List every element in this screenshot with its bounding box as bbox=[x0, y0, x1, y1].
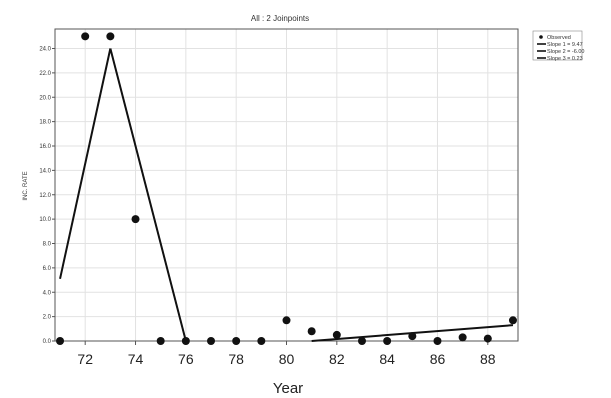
y-tick-label: 6.0 bbox=[43, 266, 52, 272]
observed-point bbox=[282, 316, 291, 325]
observed-point bbox=[383, 337, 392, 345]
x-axis-label: Year bbox=[273, 380, 303, 397]
observed-point bbox=[181, 337, 190, 345]
plot-area: 0.0 2.0 4.0 6.0 8.0 10.0 12.0 14.0 16.0 18.0 20.0 2… bbox=[39, 28, 519, 367]
legend-label-slope2: Slope 2 = -6.00 bbox=[547, 49, 584, 55]
observed-point bbox=[81, 32, 90, 41]
observed-points bbox=[56, 32, 517, 345]
x-tick-label: 72 bbox=[77, 351, 93, 367]
y-tick-label: 12.0 bbox=[39, 193, 51, 199]
observed-point bbox=[307, 327, 316, 336]
observed-point bbox=[232, 337, 241, 345]
legend-label-slope3: Slope 3 = 0.23 bbox=[547, 56, 583, 62]
observed-point bbox=[332, 330, 341, 339]
y-tick-label: 24.0 bbox=[39, 47, 51, 53]
observed-point bbox=[131, 215, 140, 224]
observed-point bbox=[156, 337, 165, 345]
legend-label-slope1: Slope 1 = 9.47 bbox=[547, 42, 583, 48]
y-axis-ticks: 0.0 2.0 4.0 6.0 8.0 10.0 12.0 14.0 16.0 18.0 20.0 2… bbox=[39, 47, 55, 345]
x-tick-label: 88 bbox=[480, 351, 496, 367]
observed-point bbox=[508, 316, 517, 325]
observed-point bbox=[257, 337, 266, 345]
legend: Observed Slope 1 = 9.47 Slope 2 = -6.00 … bbox=[532, 30, 584, 62]
x-tick-label: 76 bbox=[178, 351, 194, 367]
x-tick-label: 78 bbox=[228, 351, 244, 367]
y-tick-label: 10.0 bbox=[39, 217, 51, 223]
legend-box bbox=[532, 30, 583, 61]
legend-label-observed: Observed bbox=[547, 35, 571, 41]
y-tick-label: 14.0 bbox=[39, 168, 51, 174]
chart-title: All : 2 Joinpoints bbox=[251, 14, 309, 23]
legend-marker-observed bbox=[539, 35, 543, 39]
observed-point bbox=[106, 32, 115, 41]
observed-point bbox=[458, 333, 467, 342]
observed-point bbox=[207, 337, 216, 345]
grid-lines bbox=[55, 29, 518, 342]
observed-point bbox=[408, 332, 417, 341]
observed-point bbox=[56, 337, 65, 345]
y-tick-label: 0.0 bbox=[43, 339, 52, 345]
y-tick-label: 18.0 bbox=[39, 120, 51, 126]
x-tick-label: 84 bbox=[379, 351, 395, 367]
segment-line bbox=[109, 48, 187, 342]
segment-line bbox=[59, 48, 112, 280]
observed-point bbox=[483, 334, 492, 343]
y-tick-label: 2.0 bbox=[43, 315, 52, 321]
y-tick-label: 8.0 bbox=[43, 242, 52, 248]
observed-point bbox=[433, 337, 442, 345]
x-tick-label: 80 bbox=[279, 351, 295, 367]
x-tick-label: 74 bbox=[128, 351, 144, 367]
observed-point bbox=[357, 337, 366, 345]
x-tick-label: 82 bbox=[329, 351, 345, 367]
y-tick-label: 16.0 bbox=[39, 144, 51, 150]
y-tick-label: 20.0 bbox=[39, 95, 51, 101]
y-tick-label: 22.0 bbox=[39, 71, 51, 77]
y-axis-label: INC. RATE bbox=[23, 171, 29, 200]
x-axis-ticks: 72 74 76 78 80 82 84 86 88 bbox=[77, 341, 496, 367]
y-tick-label: 4.0 bbox=[43, 290, 52, 296]
x-tick-label: 86 bbox=[430, 351, 446, 367]
